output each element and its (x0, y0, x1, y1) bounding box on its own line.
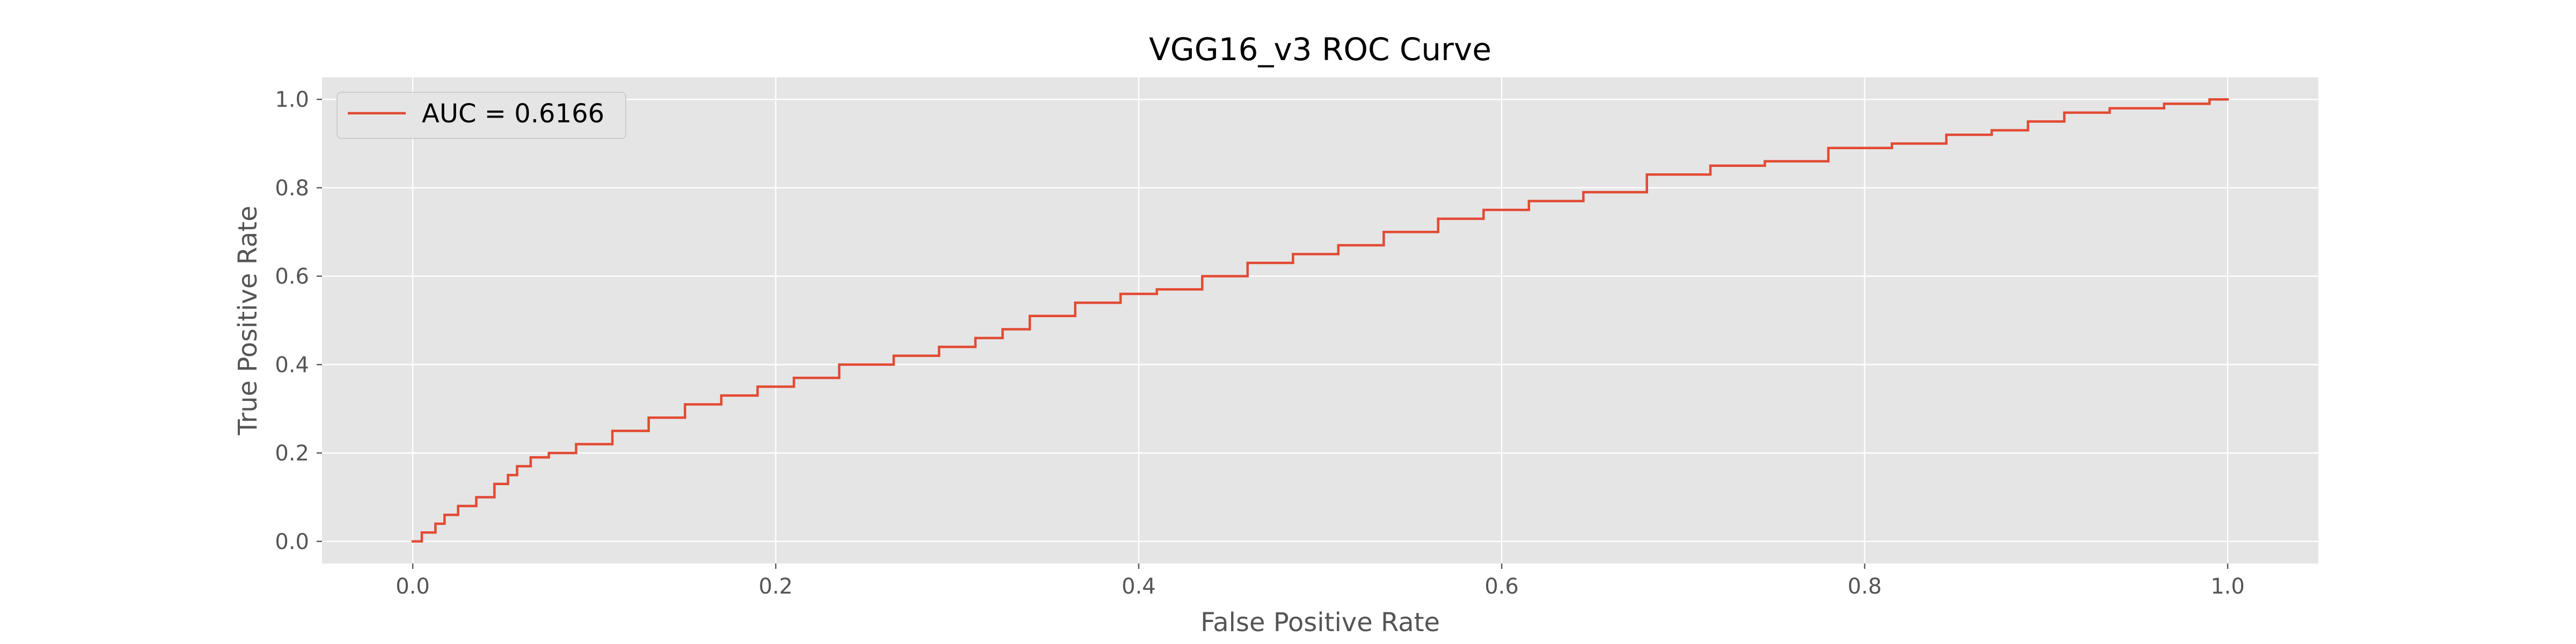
x-tick-label: 1.0 (2211, 574, 2245, 599)
legend-label: AUC = 0.6166 (422, 99, 604, 129)
plot-area (322, 77, 2318, 564)
y-tick-label: 1.0 (275, 87, 309, 112)
y-tick-label: 0.8 (275, 176, 309, 201)
y-tick-label: 0.4 (275, 353, 309, 377)
y-axis-ticks: 0.0 0.2 0.4 0.6 0.8 1.0 (275, 87, 322, 554)
y-tick-label: 0.2 (275, 441, 309, 466)
x-tick-label: 0.2 (759, 574, 793, 599)
x-tick-label: 0.6 (1484, 574, 1519, 599)
legend: AUC = 0.6166 (336, 92, 626, 139)
legend-box (336, 92, 626, 139)
x-tick-label: 0.4 (1122, 574, 1156, 599)
x-tick-label: 0.0 (396, 574, 430, 599)
x-axis-ticks: 0.0 0.2 0.4 0.6 0.8 1.0 (396, 564, 2245, 599)
y-tick-label: 0.6 (275, 265, 309, 289)
chart-title: VGG16_v3 ROC Curve (1149, 31, 1491, 68)
x-axis-label: False Positive Rate (1201, 608, 1440, 638)
grid-lines (322, 77, 2318, 564)
x-tick-label: 0.8 (1848, 574, 1882, 599)
roc-curve-line (411, 98, 2229, 543)
y-axis-label: True Positive Rate (233, 206, 263, 436)
y-tick-label: 0.0 (275, 530, 309, 554)
